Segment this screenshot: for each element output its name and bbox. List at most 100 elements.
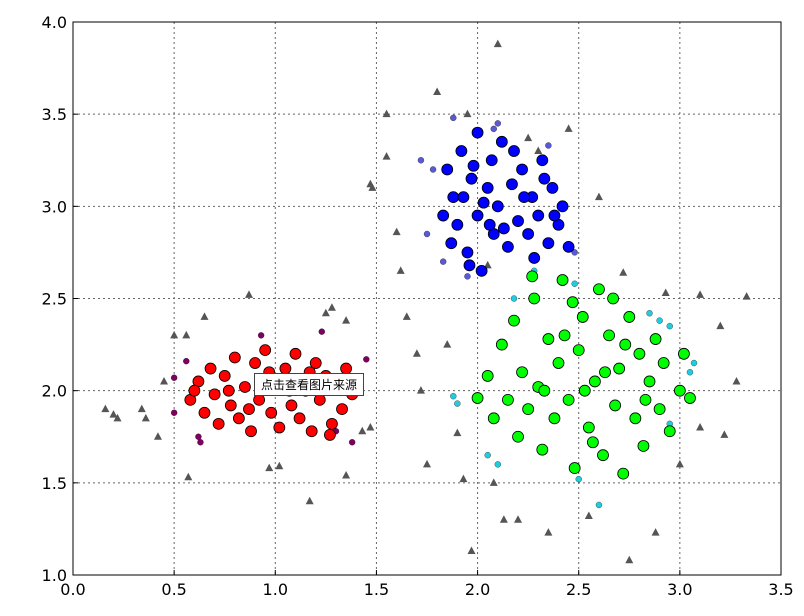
core-point xyxy=(253,393,266,406)
core-point xyxy=(603,329,615,342)
noise-point xyxy=(696,423,705,431)
grid xyxy=(72,21,782,576)
border-point xyxy=(257,332,265,339)
core-point xyxy=(593,283,605,296)
noise-point xyxy=(416,386,425,394)
y-tick-label: 4.0 xyxy=(42,13,67,32)
core-point xyxy=(528,252,541,264)
border-point xyxy=(656,317,663,324)
x-tick-label: 1.0 xyxy=(263,580,288,599)
border-point xyxy=(170,374,178,381)
border-point xyxy=(571,280,578,287)
noise-point xyxy=(200,312,209,320)
core-point xyxy=(465,172,478,185)
noise-point xyxy=(463,109,472,118)
border-point xyxy=(349,439,356,446)
core-point xyxy=(487,412,500,425)
x-tick-label: 3.0 xyxy=(667,580,692,599)
border-point xyxy=(450,393,457,400)
x-tick-label: 0.5 xyxy=(161,580,186,599)
border-point xyxy=(545,142,552,149)
border-point xyxy=(170,409,178,416)
core-point xyxy=(538,384,551,397)
noise-point xyxy=(412,349,421,357)
border-point xyxy=(494,461,501,468)
border-point xyxy=(429,166,437,173)
core-point xyxy=(599,366,611,379)
core-point xyxy=(471,209,484,222)
core-point xyxy=(548,412,561,425)
core-point xyxy=(502,240,514,253)
border-point xyxy=(690,359,698,367)
core-point xyxy=(566,296,579,309)
core-point xyxy=(609,399,622,412)
noise-point xyxy=(184,472,193,481)
core-point xyxy=(483,218,496,231)
noise-point xyxy=(392,227,401,236)
noise-point xyxy=(327,303,336,311)
core-point xyxy=(546,181,559,194)
core-point xyxy=(265,406,278,419)
noise-point xyxy=(651,528,660,536)
core-point xyxy=(536,154,549,167)
core-point xyxy=(637,440,650,452)
annotation: 点击查看图片来源 xyxy=(254,373,365,396)
noise-point xyxy=(453,428,462,437)
border-point xyxy=(454,400,461,407)
noise-point xyxy=(594,192,603,201)
core-point xyxy=(562,393,575,406)
border-point xyxy=(686,369,694,376)
noise-point xyxy=(459,474,468,483)
noise-point xyxy=(716,321,725,330)
noise-point xyxy=(113,413,122,422)
core-point xyxy=(613,362,626,375)
core-point xyxy=(497,222,510,235)
core-point xyxy=(305,425,318,438)
core-point xyxy=(528,292,541,305)
core-point xyxy=(526,270,539,283)
core-point xyxy=(586,436,599,449)
core-point xyxy=(455,145,468,157)
border-point xyxy=(484,452,491,459)
core-point xyxy=(445,237,458,250)
noise-point xyxy=(524,133,533,142)
core-point xyxy=(502,393,514,406)
core-point xyxy=(508,314,520,327)
core-point xyxy=(471,126,484,139)
core-point xyxy=(336,403,348,416)
noise-point xyxy=(483,260,492,269)
noise-point xyxy=(544,528,553,536)
core-point xyxy=(293,412,306,425)
y-tick-label: 1.0 xyxy=(42,566,67,585)
core-point xyxy=(678,347,690,360)
noise-point xyxy=(489,478,498,486)
core-point xyxy=(457,191,470,204)
x-tick-label: 1.5 xyxy=(364,580,389,599)
core-point xyxy=(576,311,589,323)
core-point xyxy=(243,403,255,416)
core-point xyxy=(245,425,257,438)
noise-point xyxy=(396,266,405,274)
core-point xyxy=(208,388,221,401)
noise-point xyxy=(366,179,375,188)
border-point xyxy=(450,114,457,122)
ticks: 0.0 0.5 1.0 1.5 2.0 2.5 3.0 3.5 1.0 1.5 2.0 2.5 3.0 3… xyxy=(42,13,794,599)
core-point xyxy=(643,375,656,388)
core-point xyxy=(568,462,581,474)
core-point xyxy=(188,384,201,397)
core-point xyxy=(552,357,565,369)
core-point xyxy=(467,159,480,172)
border-point xyxy=(510,295,518,302)
core-point xyxy=(597,449,609,462)
core-point xyxy=(273,421,286,434)
core-point xyxy=(512,430,524,443)
core-point xyxy=(516,366,528,379)
noise-point xyxy=(358,426,367,435)
noise-point xyxy=(160,376,169,385)
border-point xyxy=(494,120,501,127)
border-point xyxy=(195,433,202,440)
x-tick-label: 3.5 xyxy=(768,580,793,599)
noise-point xyxy=(720,430,729,438)
noise-point xyxy=(275,461,284,470)
